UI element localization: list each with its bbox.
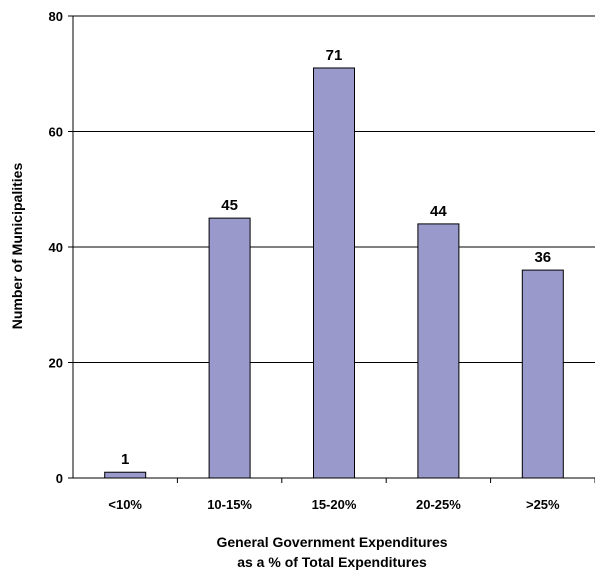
x-tick-label: <10% [108,497,142,512]
data-label: 45 [221,197,238,214]
x-tick-label: 15-20% [312,497,357,512]
y-tick-label: 60 [49,125,63,140]
y-tick-label: 80 [49,9,63,24]
y-axis-title: Number of Municipalities [9,163,25,330]
y-tick-label: 40 [49,240,63,255]
x-axis-title-line-2: as a % of Total Expenditures [237,554,427,570]
bar [417,223,460,479]
y-tick-label: 0 [56,471,63,486]
bar [104,471,147,479]
bar [521,269,564,479]
x-ticks: <10% 10-15% 15-20% 20-25% >25% [108,478,595,512]
data-label: 36 [534,249,551,266]
x-tick-label: 10-15% [207,497,252,512]
data-label: 44 [430,203,447,220]
x-tick-label: 20-25% [416,497,461,512]
bar [208,217,251,479]
x-tick-label: >25% [526,497,560,512]
y-tick-label: 20 [49,356,63,371]
data-labels: 1 45 71 44 36 [121,47,551,468]
y-ticks: 0 20 40 60 80 [49,9,73,486]
data-label: 1 [121,451,129,468]
bars [104,67,564,479]
bar [313,67,355,479]
x-axis-title-line-1: General Government Expenditures [216,534,447,550]
data-label: 71 [326,47,343,64]
